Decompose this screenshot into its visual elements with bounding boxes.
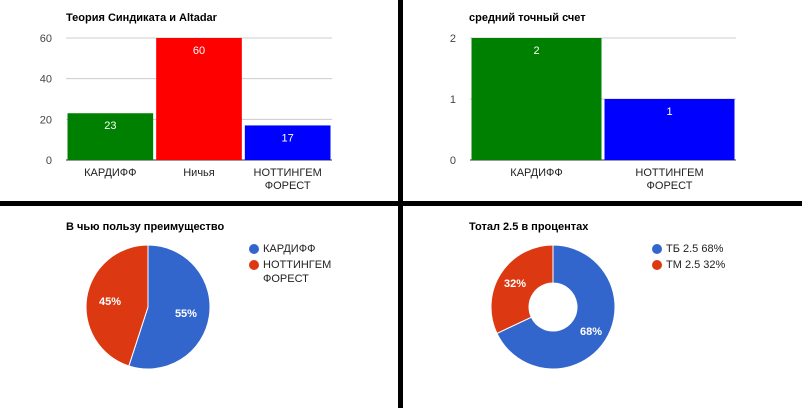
legend-label: ТМ 2.5 32% — [666, 259, 726, 271]
pie-slice-label: 55% — [175, 308, 197, 320]
pie-slice-label: 32% — [504, 278, 526, 290]
y-tick-label: 1 — [450, 94, 456, 106]
chart-panel-average-exact-score: средний точный счет 0 1 2 2 КАРДИФФ 1 НОТТИНГЕ… — [403, 0, 802, 201]
y-tick-label: 0 — [46, 155, 52, 167]
pie-slice-label: 45% — [99, 296, 121, 308]
chart-legend: ТБ 2.5 68% ТМ 2.5 32% — [652, 242, 772, 274]
y-tick-label: 20 — [40, 114, 52, 126]
legend-label: НОТТИНГЕМ ФОРЕСТ — [263, 259, 332, 285]
legend-item: ТМ 2.5 32% — [652, 258, 772, 272]
bar-value-label: 1 — [666, 106, 672, 118]
legend-item: НОТТИНГЕМ ФОРЕСТ — [249, 258, 359, 286]
legend-swatch — [249, 244, 259, 254]
y-tick-label: 60 — [40, 33, 52, 45]
y-tick-label: 2 — [450, 33, 456, 45]
x-tick-label: КАРДИФФ — [510, 167, 562, 179]
pie-slice — [496, 244, 616, 370]
chart-title: Тотал 2.5 в процентах — [469, 221, 589, 233]
bar — [67, 113, 154, 160]
chart-panel-total-2-5: Тотал 2.5 в процентах 68% 32% ТБ 2.5 68% Т… — [403, 206, 802, 408]
bar — [471, 38, 602, 160]
pie-slice — [128, 244, 211, 370]
legend-label: КАРДИФФ — [263, 243, 316, 255]
x-tick-label: Ничья — [183, 167, 215, 179]
y-tick-label: 40 — [40, 74, 52, 86]
bar — [244, 125, 331, 160]
x-tick-label: ФОРЕСТ — [647, 180, 693, 192]
legend-swatch — [652, 244, 662, 254]
legend-item: КАРДИФФ — [249, 242, 359, 256]
legend-label: ТБ 2.5 68% — [666, 243, 724, 255]
pie-slice — [85, 244, 149, 367]
bar-value-label: 17 — [282, 132, 294, 144]
x-tick-label: КАРДИФФ — [84, 167, 136, 179]
pie-slice — [490, 244, 554, 335]
donut-chart-total-2-5: 68% 32% — [490, 244, 616, 370]
x-tick-label: ФОРЕСТ — [265, 180, 311, 192]
bar-value-label: 60 — [193, 45, 205, 57]
chart-title: В чью пользу преимущество — [66, 221, 225, 233]
x-tick-label: НОТТИНГЕМ — [635, 167, 703, 179]
pie-slice-label: 68% — [580, 326, 602, 338]
chart-title: средний точный счет — [469, 12, 586, 24]
legend-item: ТБ 2.5 68% — [652, 242, 772, 256]
chart-panel-advantage: В чью пользу преимущество 55% 45% КАРДИФФ… — [0, 206, 398, 408]
legend-swatch — [652, 260, 662, 270]
chart-title: Теория Синдиката и Altadar — [66, 12, 217, 24]
bar — [604, 99, 735, 160]
pie-chart-advantage: 55% 45% — [85, 244, 211, 370]
bar — [156, 38, 242, 160]
bar-value-label: 2 — [533, 45, 539, 57]
bar-value-label: 23 — [104, 120, 116, 132]
y-tick-label: 0 — [450, 155, 456, 167]
chart-panel-syndicate-theory: Теория Синдиката и Altadar 0 20 40 60 23 КАРД… — [0, 0, 398, 201]
chart-legend: КАРДИФФ НОТТИНГЕМ ФОРЕСТ — [249, 242, 359, 288]
x-tick-label: НОТТИНГЕМ — [254, 167, 322, 179]
legend-swatch — [249, 260, 259, 270]
